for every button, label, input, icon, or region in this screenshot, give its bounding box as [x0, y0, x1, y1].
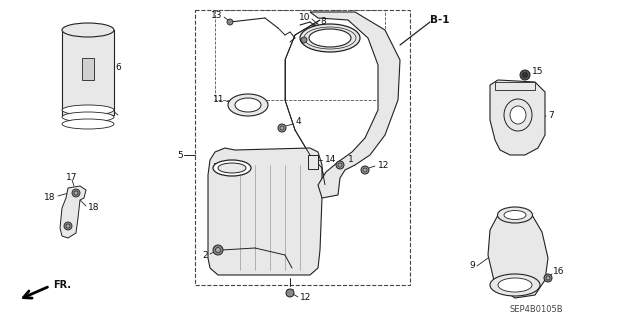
Text: B-1: B-1 — [430, 15, 449, 25]
Text: 4: 4 — [296, 117, 301, 127]
Text: 5: 5 — [177, 151, 183, 160]
Circle shape — [522, 72, 527, 78]
Ellipse shape — [62, 119, 114, 129]
Circle shape — [64, 222, 72, 230]
Text: 18: 18 — [44, 194, 55, 203]
Circle shape — [278, 124, 286, 132]
Circle shape — [363, 168, 367, 172]
Circle shape — [216, 248, 221, 253]
Bar — [495, 82, 535, 90]
Circle shape — [520, 70, 530, 80]
Bar — [308, 155, 318, 169]
Text: 12: 12 — [378, 160, 389, 169]
Text: 15: 15 — [532, 68, 543, 77]
Text: 2: 2 — [202, 251, 208, 261]
Ellipse shape — [62, 23, 114, 37]
Text: 11: 11 — [212, 95, 224, 105]
Circle shape — [338, 163, 342, 167]
Polygon shape — [310, 12, 400, 198]
Circle shape — [227, 19, 233, 25]
Ellipse shape — [62, 112, 114, 122]
Ellipse shape — [504, 211, 526, 219]
Ellipse shape — [235, 98, 261, 112]
Circle shape — [336, 161, 344, 169]
Ellipse shape — [309, 29, 351, 47]
Text: 14: 14 — [325, 155, 337, 165]
Text: 3: 3 — [212, 164, 218, 173]
Circle shape — [544, 274, 552, 282]
Text: 7: 7 — [548, 110, 554, 120]
Circle shape — [301, 37, 307, 43]
Text: SEP4B0105B: SEP4B0105B — [510, 306, 564, 315]
Polygon shape — [490, 80, 545, 155]
Circle shape — [280, 126, 284, 130]
Bar — [62, 30, 114, 115]
Text: 8: 8 — [320, 18, 326, 26]
Circle shape — [74, 191, 78, 195]
Circle shape — [213, 245, 223, 255]
Ellipse shape — [228, 94, 268, 116]
Text: 6: 6 — [115, 63, 121, 72]
Circle shape — [72, 189, 80, 197]
Bar — [195, 10, 410, 285]
Ellipse shape — [300, 24, 360, 52]
Polygon shape — [488, 215, 548, 298]
Bar — [82, 58, 94, 80]
Text: 12: 12 — [300, 293, 312, 302]
Circle shape — [286, 289, 294, 297]
Ellipse shape — [218, 163, 246, 173]
Text: 1: 1 — [348, 155, 354, 165]
Text: 13: 13 — [211, 11, 222, 20]
Text: 16: 16 — [553, 268, 564, 277]
Bar — [215, 10, 385, 100]
Ellipse shape — [497, 207, 532, 223]
Text: 18: 18 — [88, 204, 99, 212]
Text: FR.: FR. — [53, 280, 71, 290]
Text: 17: 17 — [67, 174, 77, 182]
Polygon shape — [60, 186, 86, 238]
Circle shape — [546, 276, 550, 280]
Text: 10: 10 — [298, 13, 310, 23]
Ellipse shape — [490, 274, 540, 296]
Ellipse shape — [498, 278, 532, 292]
Ellipse shape — [213, 160, 251, 176]
Ellipse shape — [510, 106, 526, 124]
Polygon shape — [208, 148, 322, 275]
Ellipse shape — [62, 105, 114, 115]
Circle shape — [361, 166, 369, 174]
Text: 9: 9 — [469, 261, 475, 270]
Circle shape — [66, 224, 70, 228]
